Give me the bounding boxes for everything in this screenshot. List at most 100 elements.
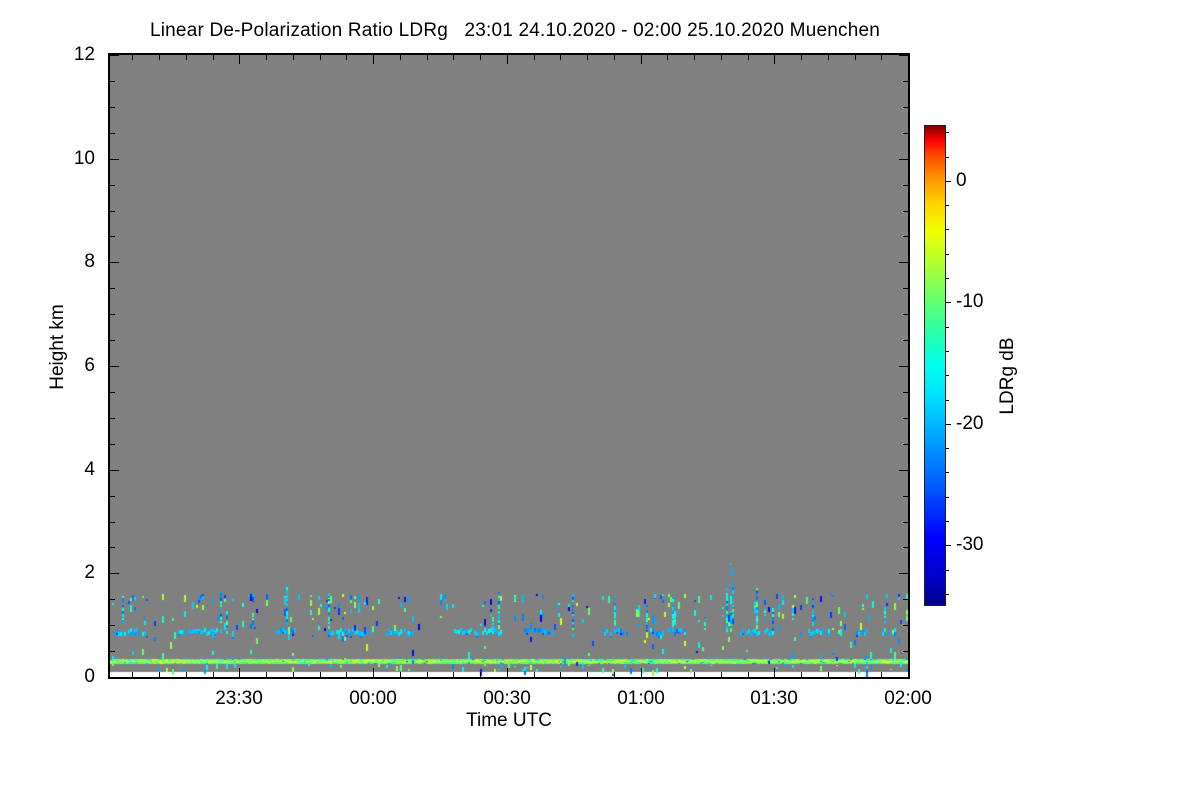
- axis-tick: [110, 185, 115, 186]
- axis-tick: [266, 55, 267, 60]
- axis-tick: [213, 55, 214, 60]
- colorbar-tick-label: 0: [956, 170, 967, 191]
- axis-tick: [828, 55, 829, 60]
- axis-tick: [903, 107, 908, 108]
- axis-tick: [903, 133, 908, 134]
- axis-tick: [534, 55, 535, 60]
- axis-tick: [748, 55, 749, 60]
- axis-tick: [903, 288, 908, 289]
- axis-tick: [903, 236, 908, 237]
- colorbar-minor-tick: [946, 205, 949, 206]
- axis-tick: [903, 340, 908, 341]
- colorbar-minor-tick: [946, 132, 949, 133]
- heatmap-data-canvas: [110, 55, 908, 677]
- axis-tick: [507, 668, 508, 677]
- axis-tick: [110, 392, 115, 393]
- axis-tick: [293, 55, 294, 60]
- axis-tick: [480, 672, 481, 677]
- x-tick-label: 01:00: [617, 688, 665, 709]
- axis-tick: [899, 573, 908, 574]
- axis-tick: [908, 55, 909, 64]
- axis-tick: [899, 55, 908, 56]
- x-tick-label: 23:30: [215, 688, 263, 709]
- axis-tick: [213, 672, 214, 677]
- colorbar-minor-tick: [946, 448, 949, 449]
- colorbar-title: LDRg dB: [997, 337, 1018, 415]
- axis-tick: [899, 159, 908, 160]
- axis-tick: [748, 672, 749, 677]
- axis-tick: [110, 236, 115, 237]
- axis-tick: [587, 672, 588, 677]
- axis-tick: [903, 211, 908, 212]
- colorbar-minor-tick: [946, 400, 949, 401]
- axis-tick: [293, 672, 294, 677]
- x-tick-label: 00:30: [483, 688, 531, 709]
- axis-tick: [110, 444, 115, 445]
- axis-tick: [132, 55, 133, 60]
- axis-tick: [400, 672, 401, 677]
- y-tick-label: 8: [84, 251, 95, 272]
- page-title: Linear De-Polarization Ratio LDRg 23:01 …: [149, 20, 881, 41]
- axis-tick: [903, 81, 908, 82]
- x-tick-label: 00:00: [349, 688, 397, 709]
- axis-tick: [855, 672, 856, 677]
- axis-tick: [534, 672, 535, 677]
- axis-tick: [903, 496, 908, 497]
- axis-tick: [694, 55, 695, 60]
- axis-tick: [828, 672, 829, 677]
- axis-tick: [110, 262, 119, 263]
- x-tick-label: 02:00: [884, 688, 932, 709]
- x-axis-title: Time UTC: [466, 710, 552, 731]
- axis-tick: [801, 55, 802, 60]
- axis-tick: [667, 55, 668, 60]
- axis-tick: [614, 55, 615, 60]
- y-tick-label: 2: [84, 562, 95, 583]
- axis-tick: [346, 672, 347, 677]
- axis-tick: [110, 470, 119, 471]
- axis-tick: [721, 672, 722, 677]
- colorbar-minor-tick: [946, 327, 949, 328]
- axis-tick: [110, 314, 115, 315]
- axis-tick: [186, 672, 187, 677]
- colorbar-tick: [946, 302, 951, 303]
- axis-tick: [614, 672, 615, 677]
- axis-tick: [801, 672, 802, 677]
- axis-tick: [110, 496, 115, 497]
- axis-tick: [899, 677, 908, 678]
- axis-tick: [903, 599, 908, 600]
- plot-area: [108, 53, 910, 679]
- axis-tick: [159, 672, 160, 677]
- axis-tick: [908, 668, 909, 677]
- axis-tick: [320, 55, 321, 60]
- axis-tick: [320, 672, 321, 677]
- colorbar-tick-label: -20: [956, 413, 984, 434]
- axis-tick: [110, 625, 115, 626]
- colorbar-tick: [946, 424, 951, 425]
- colorbar-tick: [946, 545, 951, 546]
- axis-tick: [903, 547, 908, 548]
- axis-tick: [899, 366, 908, 367]
- y-tick-label: 6: [84, 355, 95, 376]
- axis-tick: [110, 522, 115, 523]
- axis-tick: [110, 159, 119, 160]
- axis-tick: [507, 55, 508, 64]
- axis-tick: [903, 444, 908, 445]
- colorbar-minor-tick: [946, 521, 949, 522]
- axis-tick: [903, 418, 908, 419]
- axis-tick: [774, 55, 775, 64]
- axis-tick: [641, 668, 642, 677]
- axis-tick: [110, 211, 115, 212]
- axis-tick: [587, 55, 588, 60]
- axis-tick: [110, 366, 119, 367]
- axis-tick: [903, 522, 908, 523]
- axis-tick: [110, 599, 115, 600]
- colorbar-gradient: [924, 125, 946, 606]
- axis-tick: [453, 672, 454, 677]
- axis-tick: [110, 288, 115, 289]
- colorbar-tick: [946, 181, 951, 182]
- axis-tick: [903, 651, 908, 652]
- y-tick-label: 12: [73, 44, 95, 65]
- axis-tick: [110, 418, 115, 419]
- axis-tick: [346, 55, 347, 60]
- axis-tick: [903, 185, 908, 186]
